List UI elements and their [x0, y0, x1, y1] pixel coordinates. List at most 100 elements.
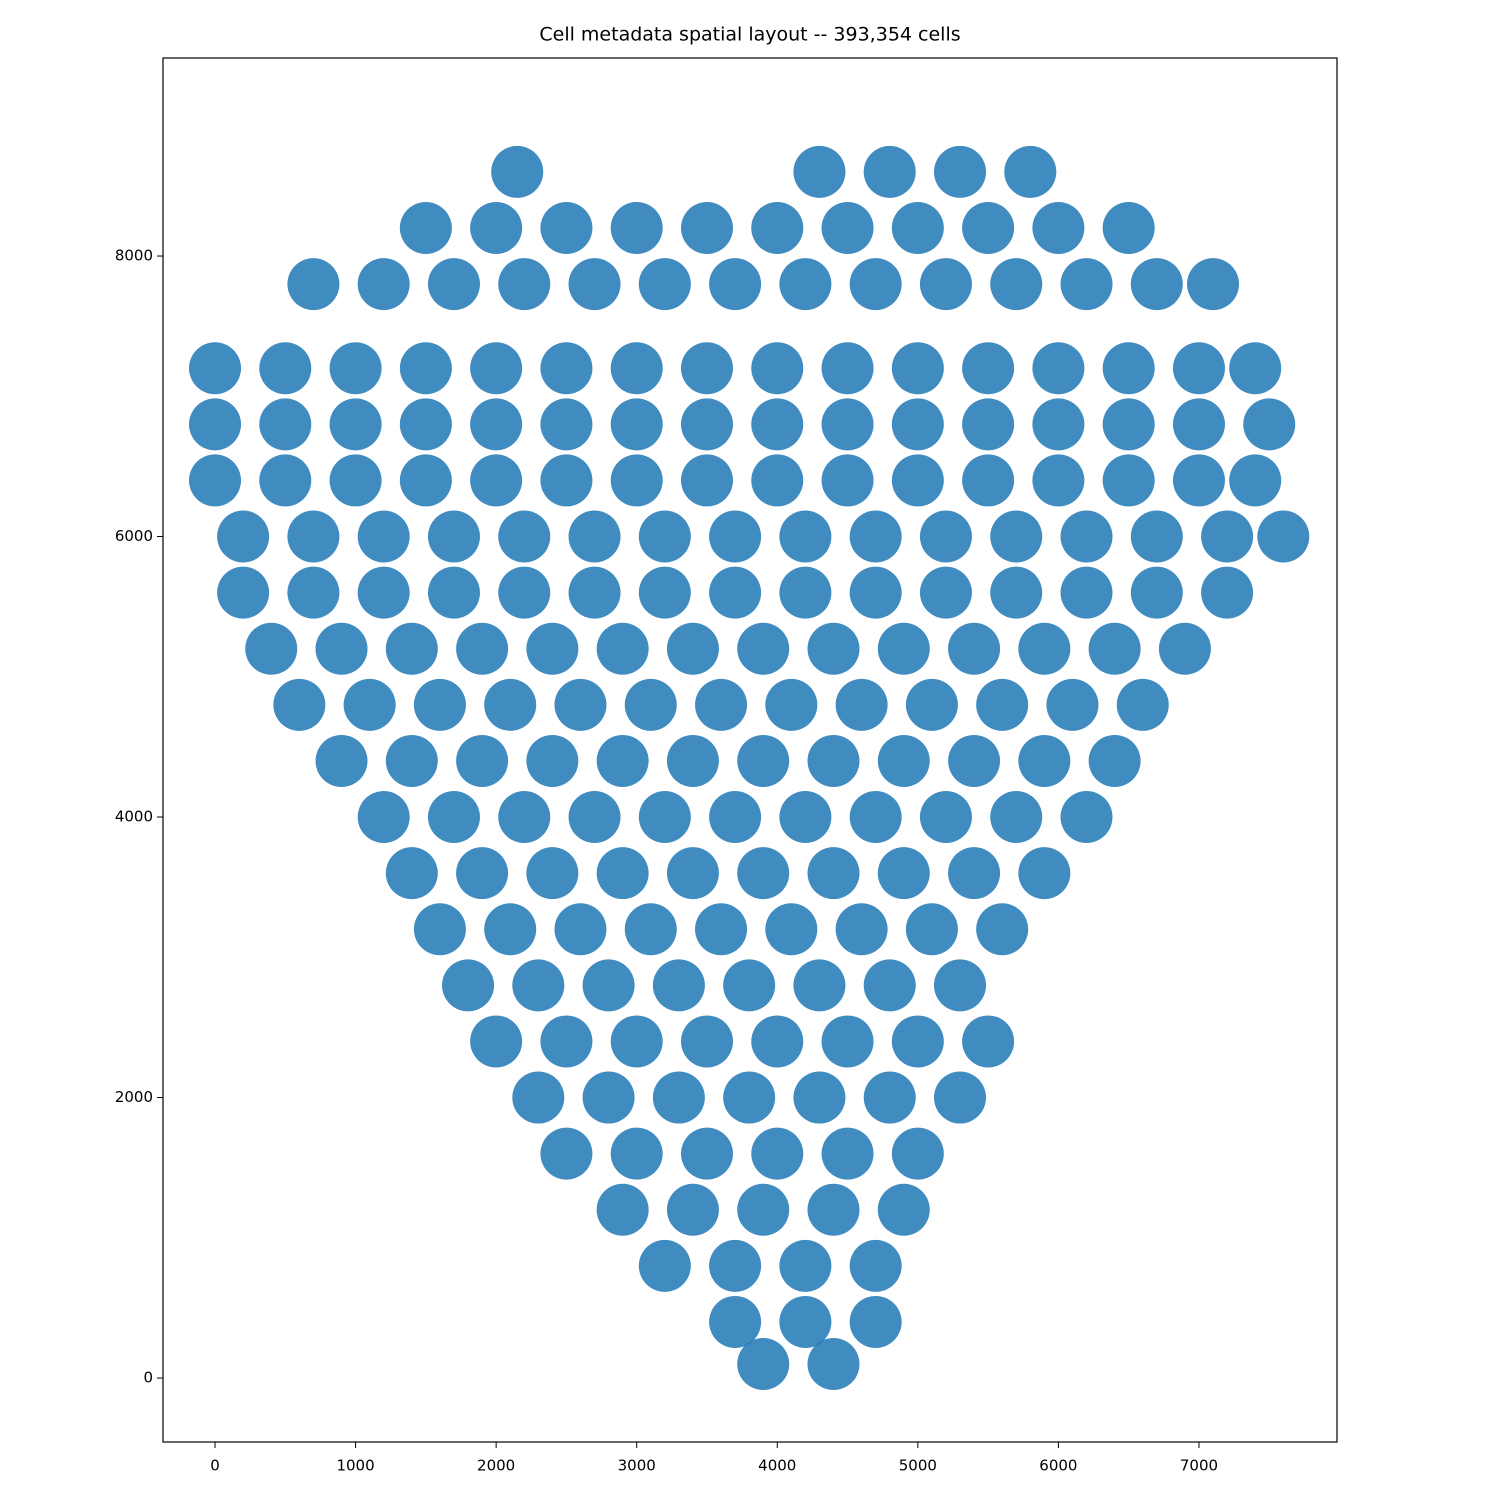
plot-frame: [162, 57, 1338, 1443]
point: [849, 258, 902, 311]
y-tick-label: 4000: [115, 808, 153, 826]
point: [891, 454, 944, 507]
point: [259, 398, 312, 451]
point: [1130, 510, 1183, 563]
point: [695, 903, 748, 956]
point: [357, 566, 410, 619]
point: [287, 258, 340, 311]
point: [934, 145, 987, 198]
point: [1102, 398, 1155, 451]
point: [709, 258, 762, 311]
y-tick-label: 8000: [115, 247, 153, 265]
point: [821, 454, 874, 507]
point: [709, 510, 762, 563]
point: [287, 566, 340, 619]
point: [1032, 201, 1085, 254]
point: [652, 1071, 705, 1124]
point: [315, 622, 368, 675]
point: [962, 342, 1015, 395]
point: [666, 734, 719, 787]
point: [680, 1015, 733, 1068]
point: [709, 566, 762, 619]
point: [849, 566, 902, 619]
point: [709, 791, 762, 844]
x-tick-label: 7000: [1180, 1457, 1218, 1475]
point: [779, 791, 832, 844]
point: [512, 1071, 565, 1124]
point: [1130, 566, 1183, 619]
point: [413, 678, 466, 731]
point: [779, 566, 832, 619]
point: [680, 342, 733, 395]
point: [512, 959, 565, 1012]
point: [1088, 734, 1141, 787]
point: [217, 566, 270, 619]
point: [596, 847, 649, 900]
point: [610, 1015, 663, 1068]
point: [835, 903, 888, 956]
point: [610, 398, 663, 451]
point: [1018, 847, 1071, 900]
point: [484, 903, 537, 956]
point: [680, 398, 733, 451]
point: [610, 201, 663, 254]
point: [807, 1338, 860, 1391]
point: [540, 201, 593, 254]
point: [737, 1183, 790, 1236]
point: [1060, 510, 1113, 563]
point: [329, 398, 382, 451]
point: [498, 566, 551, 619]
point: [779, 258, 832, 311]
point: [1172, 342, 1225, 395]
point: [821, 342, 874, 395]
point: [540, 454, 593, 507]
point: [287, 510, 340, 563]
point: [568, 510, 621, 563]
point: [1060, 258, 1113, 311]
point: [709, 1295, 762, 1348]
point: [526, 734, 579, 787]
point: [976, 678, 1029, 731]
point: [751, 1015, 804, 1068]
x-tick-label: 1000: [336, 1457, 374, 1475]
point: [329, 454, 382, 507]
point: [596, 622, 649, 675]
point: [498, 510, 551, 563]
point: [526, 622, 579, 675]
point: [259, 342, 312, 395]
point: [427, 510, 480, 563]
point: [919, 791, 972, 844]
point: [1060, 566, 1113, 619]
point: [948, 622, 1001, 675]
point: [905, 903, 958, 956]
point: [877, 734, 930, 787]
chart-title: Cell metadata spatial layout -- 393,354 …: [539, 24, 960, 46]
point: [456, 622, 509, 675]
point: [680, 201, 733, 254]
point: [962, 398, 1015, 451]
point: [891, 201, 944, 254]
point: [568, 791, 621, 844]
point: [498, 258, 551, 311]
point: [1257, 510, 1310, 563]
point: [610, 1127, 663, 1180]
x-tick-label: 6000: [1039, 1457, 1077, 1475]
x-tick-label: 3000: [618, 1457, 656, 1475]
point: [680, 454, 733, 507]
point: [315, 734, 368, 787]
point: [456, 734, 509, 787]
point: [610, 454, 663, 507]
y-tick-label: 6000: [115, 527, 153, 545]
point: [849, 1239, 902, 1292]
point: [751, 342, 804, 395]
point: [1201, 510, 1254, 563]
point: [357, 510, 410, 563]
point: [427, 566, 480, 619]
point: [905, 678, 958, 731]
point: [610, 342, 663, 395]
point: [399, 454, 452, 507]
point: [751, 1127, 804, 1180]
point: [807, 734, 860, 787]
point: [948, 847, 1001, 900]
point: [413, 903, 466, 956]
